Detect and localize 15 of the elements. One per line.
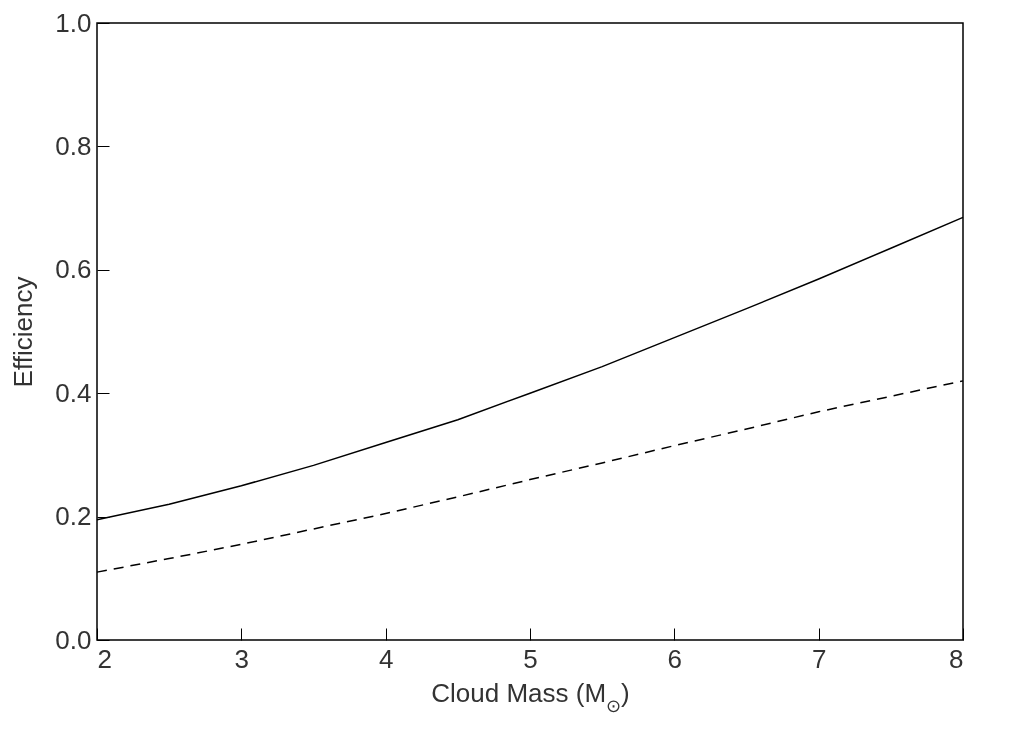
x-axis-title: Cloud Mass (M$_{⊙}$)	[431, 677, 630, 716]
x-tick-label: 4	[378, 643, 394, 674]
x-tick-label: 3	[234, 643, 250, 674]
x-tick-label: 6	[667, 643, 683, 674]
x-tick-label: 2	[97, 643, 112, 674]
y-tick-label: 0.8	[55, 130, 92, 161]
y-tick-label: 1.0	[55, 7, 92, 38]
y-tick-label: 0.0	[55, 624, 92, 655]
y-tick-label: 0.6	[55, 254, 92, 285]
y-axis-title: Efficiency	[8, 276, 39, 388]
x-tick-label: 5	[523, 643, 538, 674]
y-tick-label: 0.2	[55, 501, 92, 532]
x-tick-label: 8	[949, 643, 964, 674]
x-tick-label: 7	[811, 643, 827, 674]
y-tick-label: 0.4	[55, 377, 92, 408]
